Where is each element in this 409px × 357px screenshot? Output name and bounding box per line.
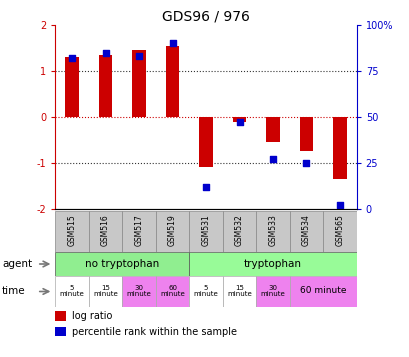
Bar [199,117,212,167]
Bar [99,55,112,117]
Bar [155,276,189,307]
Text: 60 minute: 60 minute [299,286,346,295]
Bar [189,211,222,252]
Bar [222,276,256,307]
Bar [289,211,322,252]
Bar [265,117,279,142]
Text: GSM516: GSM516 [101,215,110,246]
Point [169,40,175,46]
Text: 5
minute: 5 minute [193,285,218,297]
Point [302,160,309,166]
Bar [333,117,346,179]
Bar [155,211,189,252]
Point [336,202,342,208]
Point [69,55,75,61]
Point [236,120,242,125]
Text: 30
minute: 30 minute [260,285,285,297]
Bar [232,117,245,121]
Text: 5
minute: 5 minute [60,285,84,297]
Point [102,50,109,55]
Bar [256,211,289,252]
Bar [122,211,155,252]
Text: 60
minute: 60 minute [160,285,184,297]
Bar [132,50,146,117]
Bar [122,276,155,307]
Text: 15
minute: 15 minute [93,285,118,297]
Text: no tryptophan: no tryptophan [85,259,159,269]
Bar [189,252,356,276]
Bar [256,276,289,307]
Text: GSM515: GSM515 [67,215,76,246]
Bar [189,276,222,307]
Text: GSM533: GSM533 [268,215,277,246]
Bar [322,211,356,252]
Title: GDS96 / 976: GDS96 / 976 [162,10,249,24]
Bar [55,311,66,321]
Text: GSM519: GSM519 [168,215,177,246]
Text: GSM531: GSM531 [201,215,210,246]
Text: GSM517: GSM517 [134,215,143,246]
Bar [89,211,122,252]
Bar [55,211,89,252]
Point [269,156,276,162]
Text: log ratio: log ratio [72,311,112,321]
Bar [89,276,122,307]
Text: GSM534: GSM534 [301,215,310,246]
Text: GSM532: GSM532 [234,215,243,246]
Bar [289,276,356,307]
Text: tryptophan: tryptophan [243,259,301,269]
Text: percentile rank within the sample: percentile rank within the sample [72,327,236,337]
Point [135,54,142,59]
Text: 30
minute: 30 minute [126,285,151,297]
Text: 15
minute: 15 minute [227,285,251,297]
Bar [55,252,189,276]
Bar [55,327,66,336]
Bar [165,46,179,117]
Text: time: time [2,286,26,297]
Text: GSM565: GSM565 [335,215,344,246]
Bar [65,57,79,117]
Bar [222,211,256,252]
Bar [299,117,312,151]
Point [202,184,209,190]
Bar [55,276,89,307]
Text: agent: agent [2,259,32,269]
